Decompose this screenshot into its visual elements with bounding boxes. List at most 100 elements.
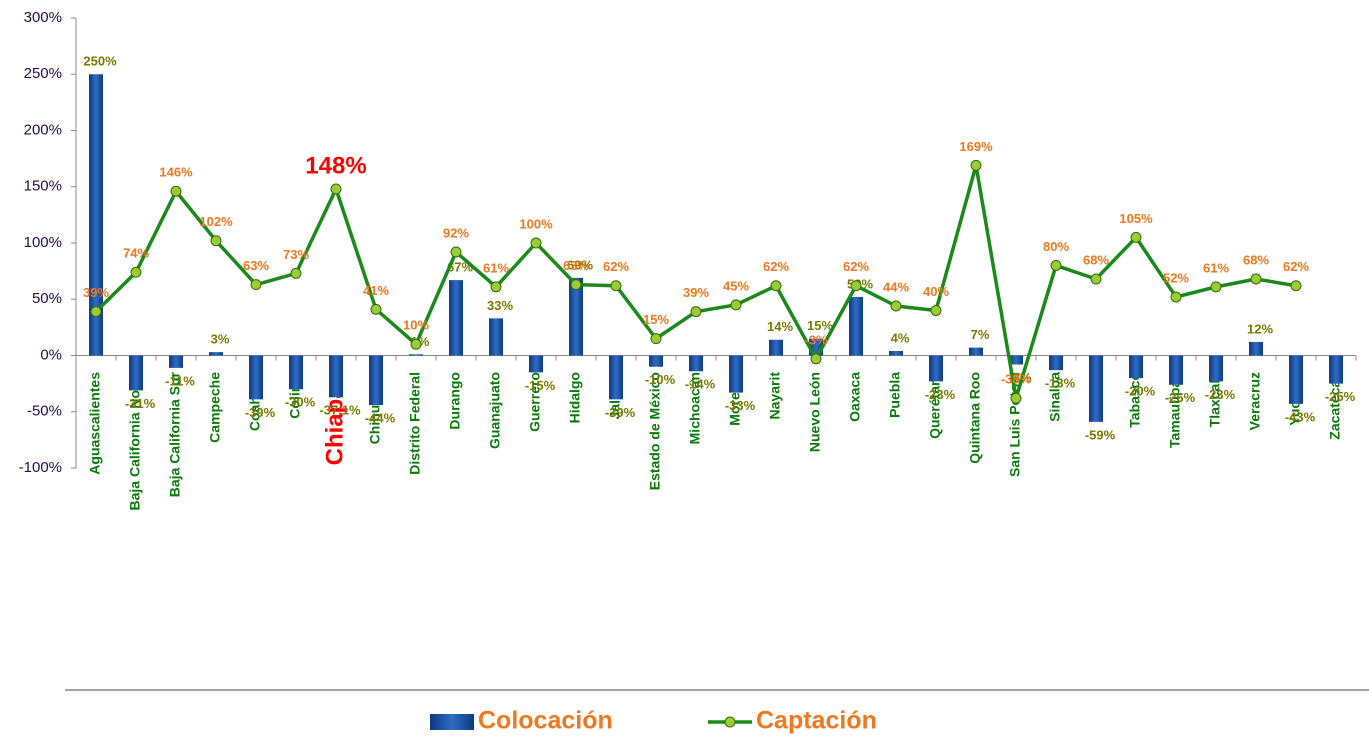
line-point	[1090, 273, 1102, 285]
line-point	[130, 266, 142, 278]
bar	[569, 277, 583, 356]
y-tick-label: 250%	[24, 65, 62, 82]
legend-marker	[724, 716, 736, 728]
bar	[649, 355, 663, 367]
line-point	[850, 280, 862, 292]
bar-value-label: -44%	[365, 410, 396, 425]
x-tick-label: Tabasco	[1127, 372, 1143, 428]
bar	[1209, 355, 1223, 382]
line-value-label: 62%	[763, 259, 789, 274]
bar-value-label: -59%	[1085, 427, 1116, 442]
line-point	[1250, 273, 1262, 285]
bar	[769, 339, 783, 356]
x-tick-label: Guerrero	[527, 372, 543, 432]
bar-value-label: -43%	[1285, 409, 1316, 424]
bar-value-label: -23%	[925, 387, 956, 402]
bar-value-label: -25%	[1325, 389, 1356, 404]
y-tick-label: -100%	[19, 459, 62, 476]
line-point	[490, 281, 502, 293]
bar-value-label: -10%	[645, 372, 676, 387]
bar-value-label: -26%	[1165, 390, 1196, 405]
line-value-label: 105%	[1119, 211, 1153, 226]
x-tick-label: Tlaxcala	[1207, 372, 1223, 427]
line-value-label: 68%	[1083, 252, 1109, 267]
bar	[209, 352, 223, 356]
bar-value-label: -23%	[1205, 387, 1236, 402]
y-tick-label: 50%	[32, 290, 62, 307]
bar	[729, 355, 743, 393]
bar	[1129, 355, 1143, 378]
line-value-label: 68%	[1243, 252, 1269, 267]
x-tick-label: Estado de México	[647, 372, 663, 490]
bar	[249, 355, 263, 400]
bar-value-label: 250%	[83, 54, 117, 69]
bar	[489, 318, 503, 356]
bar-value-label: -20%	[1125, 383, 1156, 398]
x-tick-label: Nuevo León	[807, 372, 823, 452]
legend-label: Captación	[756, 707, 877, 735]
bar	[1249, 342, 1263, 356]
x-tick-label: Querétaro	[927, 372, 943, 439]
line-value-label: 148%	[305, 152, 366, 179]
bar-value-label: -15%	[525, 378, 556, 393]
x-tick-label: Puebla	[887, 372, 903, 418]
line-value-label: 52%	[1163, 270, 1189, 285]
line-point	[1130, 231, 1142, 243]
bar	[169, 355, 183, 368]
bar-value-label: -33%	[725, 398, 756, 413]
y-tick-label: 150%	[24, 178, 62, 195]
y-tick-label: 300%	[24, 9, 62, 26]
bar-value-label: -14%	[685, 377, 716, 392]
y-tick-label: -50%	[27, 403, 62, 420]
line-point	[370, 303, 382, 315]
y-tick-label: 200%	[24, 121, 62, 138]
line-value-label: 73%	[283, 247, 309, 262]
bar-value-label: -31%	[125, 396, 156, 411]
line-point	[570, 279, 582, 291]
line-point	[810, 353, 822, 365]
line-value-label: 63%	[243, 258, 269, 273]
line-value-label: -3%	[804, 332, 828, 347]
x-tick-label: Aguascalientes	[87, 372, 103, 475]
line-point	[1010, 392, 1022, 404]
bar-value-label: 33%	[487, 298, 513, 313]
line-value-label: 74%	[123, 246, 149, 261]
bar	[689, 355, 703, 372]
line-value-label: 146%	[159, 165, 193, 180]
line-point	[890, 300, 902, 312]
line-point	[1290, 280, 1302, 292]
bar-value-label: 15%	[807, 318, 833, 333]
bar-value-label: 3%	[211, 332, 230, 347]
bar	[849, 297, 863, 356]
x-tick-label: Baja California Norte	[127, 372, 143, 511]
bar-value-label: 14%	[767, 319, 793, 334]
bar	[929, 355, 943, 382]
line-point	[770, 280, 782, 292]
line-point	[450, 246, 462, 258]
x-tick-label: Nayarit	[767, 372, 783, 420]
bar	[1289, 355, 1303, 404]
line-value-label: 44%	[883, 279, 909, 294]
bar-value-label: -37.1%	[319, 403, 361, 418]
x-tick-label: Campeche	[207, 372, 223, 443]
line-value-label: 80%	[1043, 239, 1069, 254]
line-point	[530, 237, 542, 249]
bar	[449, 280, 463, 356]
x-tick-label: Michoacán	[687, 372, 703, 444]
x-tick-label: Durango	[447, 372, 463, 430]
line-point	[1050, 260, 1062, 271]
line-value-label: 39%	[683, 285, 709, 300]
line-value-label: 61%	[1203, 260, 1229, 275]
line-value-label: 10%	[403, 318, 429, 333]
line-value-label: 41%	[363, 283, 389, 298]
line-point	[90, 306, 102, 318]
x-tick-label: Baja California Sur	[167, 371, 183, 497]
line-value-label: 15%	[643, 312, 669, 327]
bar-value-label: 69%	[567, 257, 593, 272]
bar	[529, 355, 543, 373]
line-point	[250, 279, 262, 291]
x-tick-label: Quintana Roo	[967, 372, 983, 464]
bar	[289, 355, 303, 390]
bar	[129, 355, 143, 391]
